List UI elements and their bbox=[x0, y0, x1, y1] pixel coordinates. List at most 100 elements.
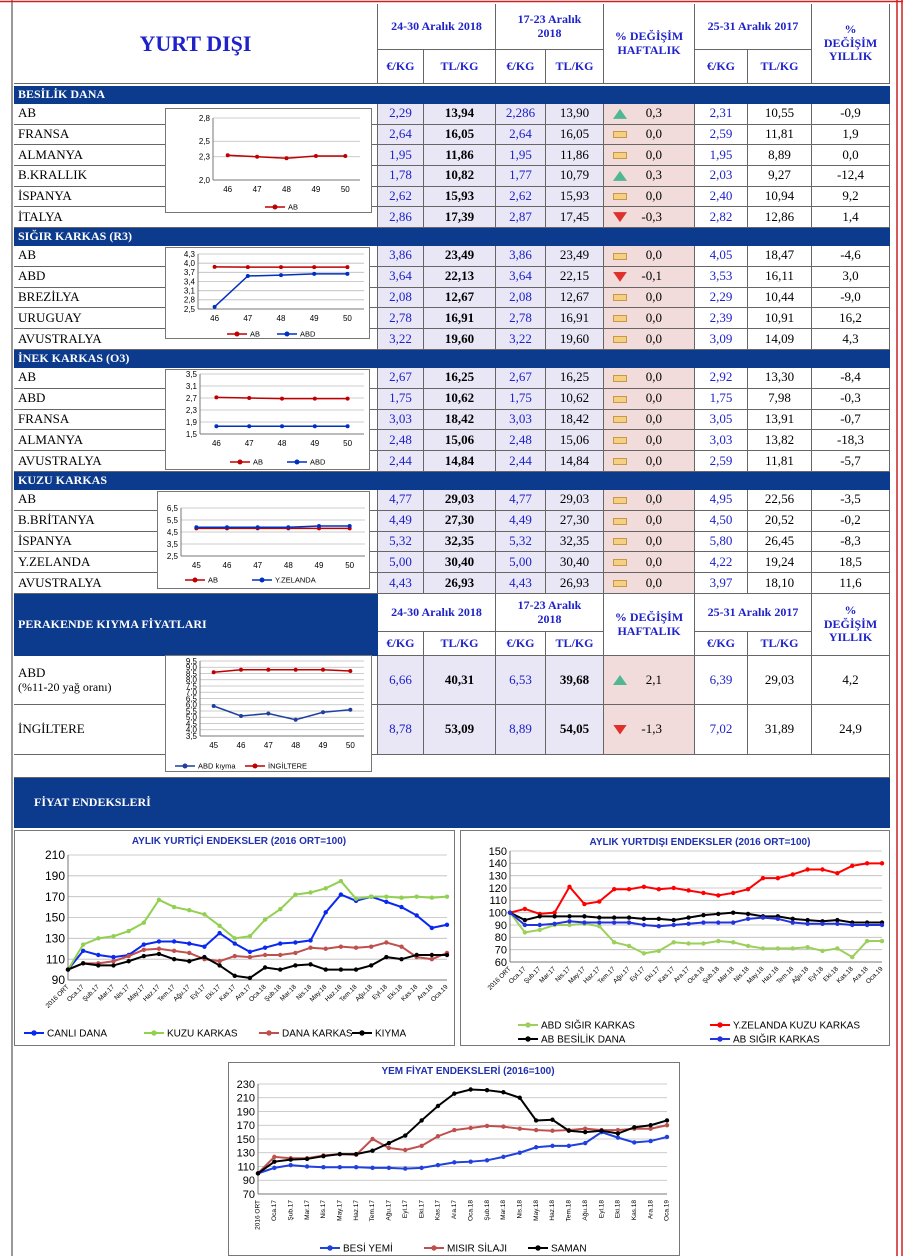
cell: 10,62 bbox=[424, 388, 496, 410]
cell: -0,7 bbox=[812, 409, 890, 431]
y-tick-label: 9,0 bbox=[186, 663, 198, 672]
y-tick-label: 4,0 bbox=[184, 259, 196, 268]
trend-down bbox=[613, 724, 627, 735]
x-tick-label: 47 bbox=[243, 314, 252, 323]
cell: 2,44 bbox=[496, 451, 546, 472]
cell: 0,0 bbox=[604, 186, 695, 208]
cell: 2,44 bbox=[378, 451, 424, 472]
data-point bbox=[805, 921, 810, 926]
data-point bbox=[632, 1125, 637, 1130]
data-point bbox=[790, 872, 795, 877]
chart: 2,5 3,5 4,5 5,5 6,5 45 46 47 48 49 50 AB Y.ZELANDA bbox=[157, 491, 370, 589]
data-point bbox=[850, 954, 855, 960]
data-point bbox=[293, 717, 298, 722]
data-point bbox=[308, 945, 313, 950]
data-point bbox=[835, 946, 840, 951]
y-tick-label: 3,5 bbox=[186, 732, 198, 741]
y-tick-label: 90 bbox=[243, 1175, 255, 1187]
data-point bbox=[501, 1124, 506, 1129]
data-point bbox=[239, 714, 243, 718]
data-point bbox=[317, 524, 321, 528]
cell: 2,59 bbox=[695, 451, 748, 472]
legend-marker bbox=[294, 459, 300, 465]
cell: 22,56 bbox=[748, 490, 812, 511]
unit-header: €/KG bbox=[378, 50, 424, 84]
data-point bbox=[611, 915, 617, 920]
data-point bbox=[582, 920, 587, 925]
cell: 24,9 bbox=[812, 705, 890, 755]
trend-flat bbox=[613, 458, 627, 466]
data-point bbox=[468, 1159, 473, 1164]
data-point bbox=[171, 948, 177, 954]
period-header: 24-30 Aralık 2018 bbox=[378, 594, 496, 632]
cell: -5,7 bbox=[812, 451, 890, 472]
cell: 4,22 bbox=[695, 552, 748, 574]
cell: 10,79 bbox=[546, 166, 604, 187]
x-tick-label: 50 bbox=[346, 741, 355, 750]
data-point bbox=[550, 1143, 555, 1149]
data-point bbox=[444, 894, 450, 899]
data-point bbox=[211, 704, 216, 708]
data-point bbox=[716, 938, 721, 944]
data-point bbox=[615, 1135, 621, 1140]
y-tick-label: 190 bbox=[45, 869, 65, 883]
data-point bbox=[386, 1140, 392, 1146]
cell: 29,03 bbox=[748, 656, 812, 705]
cell: 3,05 bbox=[695, 409, 748, 431]
data-point bbox=[656, 948, 661, 954]
data-point bbox=[879, 861, 885, 866]
cell: 19,24 bbox=[748, 552, 812, 574]
data-point bbox=[533, 1127, 539, 1133]
y-tick-label: 4,5 bbox=[186, 719, 198, 728]
data-point bbox=[225, 525, 229, 530]
data-point bbox=[247, 975, 253, 981]
data-point bbox=[656, 924, 661, 929]
period-header: 25-31 Aralık 2017 bbox=[695, 594, 812, 632]
data-point bbox=[293, 963, 298, 968]
y-tick-label: 2,3 bbox=[199, 153, 211, 162]
y-tick-label: 5,5 bbox=[186, 707, 198, 716]
legend-label: AB bbox=[250, 330, 260, 339]
chart-frame bbox=[157, 491, 370, 589]
series-line bbox=[67, 879, 448, 971]
legend-label: SAMAN bbox=[551, 1244, 587, 1255]
cell: 39,68 bbox=[546, 656, 604, 705]
cell: 1,78 bbox=[378, 166, 424, 187]
data-point bbox=[419, 1118, 424, 1123]
data-point bbox=[278, 906, 283, 912]
cell: 3,64 bbox=[496, 266, 546, 288]
data-point bbox=[820, 948, 825, 954]
y-tick-label: 150 bbox=[237, 1134, 255, 1146]
cell: 12,67 bbox=[424, 287, 496, 309]
data-point bbox=[550, 1128, 555, 1133]
data-point bbox=[444, 922, 450, 927]
cell: 2,39 bbox=[695, 308, 748, 330]
legend-marker bbox=[717, 1036, 723, 1042]
data-point bbox=[96, 952, 101, 958]
y-tick-label: 5,5 bbox=[167, 516, 179, 525]
legend-label: ABD bbox=[310, 458, 326, 467]
legend-marker bbox=[284, 331, 290, 337]
cell: -0,1 bbox=[604, 266, 695, 288]
unit-header: TL/KG bbox=[424, 632, 496, 656]
data-point bbox=[671, 885, 676, 891]
data-point bbox=[597, 920, 602, 925]
cell: 0,3 bbox=[604, 166, 695, 187]
data-point bbox=[641, 922, 647, 928]
data-point bbox=[187, 908, 192, 913]
cell: 10,91 bbox=[748, 308, 812, 330]
data-point bbox=[484, 1158, 490, 1163]
data-point bbox=[232, 973, 237, 979]
cell: 8,89 bbox=[496, 705, 546, 755]
y-tick-label: 4,5 bbox=[167, 528, 179, 537]
cell: 26,45 bbox=[748, 531, 812, 553]
cell: 16,05 bbox=[546, 124, 604, 146]
cell: 2,67 bbox=[378, 368, 424, 389]
cell: 5,00 bbox=[496, 552, 546, 574]
data-point bbox=[272, 1159, 277, 1164]
data-point bbox=[293, 950, 298, 956]
unit-header: TL/KG bbox=[546, 632, 604, 656]
cell: 6,53 bbox=[496, 656, 546, 705]
data-point bbox=[288, 1162, 293, 1168]
